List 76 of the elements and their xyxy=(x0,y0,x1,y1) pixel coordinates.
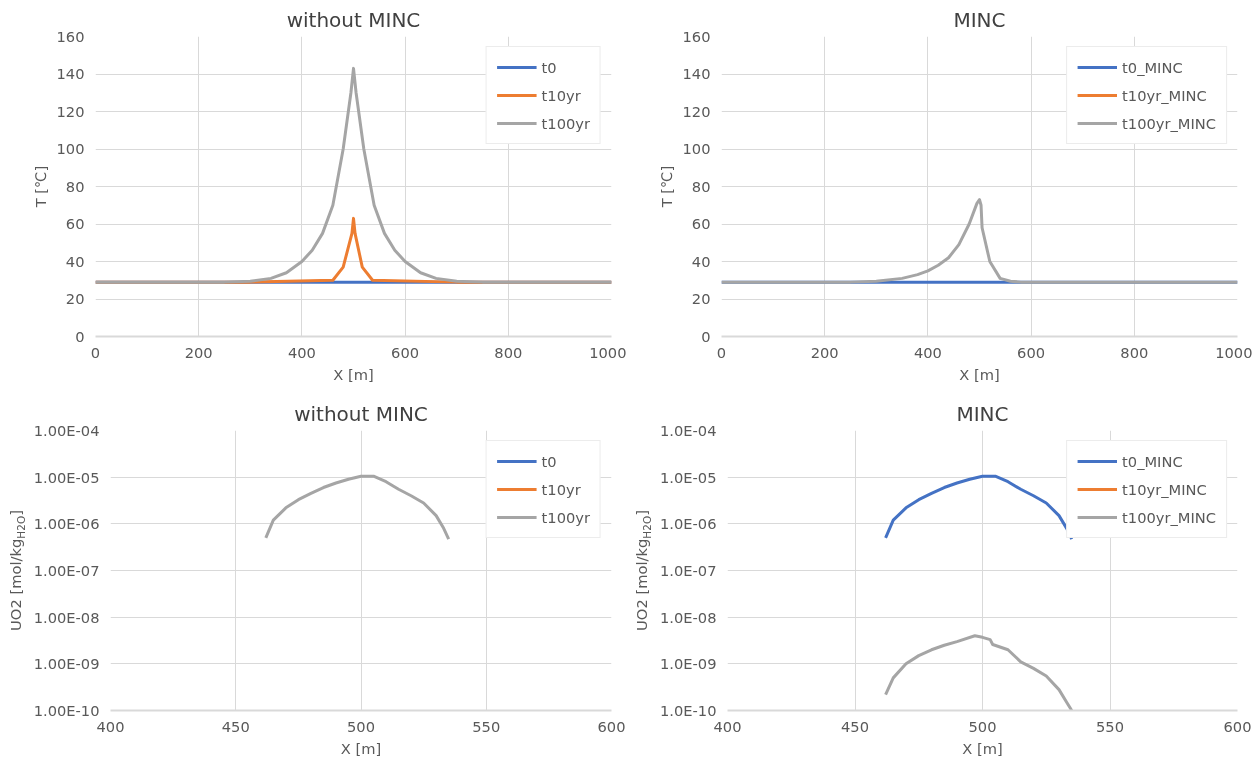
x-tick-label: 500 xyxy=(968,717,997,735)
y-tick-label: 1.0E-05 xyxy=(659,468,717,486)
legend-label: t0 xyxy=(541,452,558,470)
legend-label: t0_MINC xyxy=(1122,452,1183,470)
y-tick-label: 1.0E-10 xyxy=(659,702,717,719)
y-tick-label: 0 xyxy=(701,327,711,345)
x-tick-label: 400 xyxy=(96,717,125,735)
y-tick-label: 80 xyxy=(65,177,85,195)
legend-label: t10yr xyxy=(541,480,581,498)
legend-label: t100yr_MINC xyxy=(1122,114,1216,132)
y-tick-label: 1.00E-10 xyxy=(33,702,100,719)
legend-label: t0_MINC xyxy=(1122,58,1183,76)
y-tick-label: 1.00E-09 xyxy=(33,655,100,673)
y-tick-label: 120 xyxy=(682,102,711,120)
x-tick-label: 600 xyxy=(1017,343,1046,361)
x-tick-label: 550 xyxy=(472,717,501,735)
legend-label: t10yr xyxy=(541,86,581,104)
y-tick-label: 1.00E-07 xyxy=(33,562,100,579)
x-tick-label: 500 xyxy=(347,717,375,735)
x-tick-label: 800 xyxy=(494,343,523,361)
y-tick-label: 1.0E-07 xyxy=(659,562,717,579)
y-tick-label: 1.00E-04 xyxy=(33,422,100,439)
y-tick-label: 1.0E-08 xyxy=(659,608,717,626)
chart-title: without MINC xyxy=(294,401,428,426)
y-tick-label: 20 xyxy=(65,290,85,307)
y-axis-title: UO2 [mol/kgH2O] xyxy=(7,510,27,631)
y-axis-title: UO2 [mol/kgH2O] xyxy=(633,510,653,631)
y-tick-label: 40 xyxy=(65,252,85,270)
y-axis-title: T [℃] xyxy=(657,165,675,209)
x-axis-title: X [m] xyxy=(340,739,382,757)
x-tick-label: 1000 xyxy=(589,343,627,361)
legend-label: t10yr_MINC xyxy=(1122,480,1207,498)
x-tick-label: 400 xyxy=(287,343,316,361)
y-axis-title: T [℃] xyxy=(31,165,49,209)
y-tick-label: 1.00E-08 xyxy=(33,608,100,626)
legend-label: t100yr xyxy=(541,114,590,132)
x-axis-title: X [m] xyxy=(333,365,374,383)
chart-title: MINC xyxy=(953,7,1006,32)
y-tick-label: 1.0E-09 xyxy=(659,655,717,673)
x-axis-title: X [m] xyxy=(959,365,1000,383)
x-axis-title: X [m] xyxy=(962,739,1003,757)
legend-label: t10yr_MINC xyxy=(1122,86,1207,104)
y-tick-label: 100 xyxy=(56,140,85,157)
y-tick-label: 140 xyxy=(56,65,85,82)
y-tick-label: 1.0E-04 xyxy=(659,422,717,439)
y-tick-label: 160 xyxy=(56,27,85,45)
y-tick-label: 0 xyxy=(75,327,85,345)
legend-label: t100yr xyxy=(541,508,590,526)
x-tick-label: 400 xyxy=(713,717,742,735)
x-tick-label: 550 xyxy=(1096,717,1124,735)
chart-title: MINC xyxy=(956,401,1009,426)
x-tick-label: 450 xyxy=(841,717,869,735)
x-tick-label: 200 xyxy=(810,343,839,361)
y-tick-label: 120 xyxy=(56,102,85,120)
y-tick-label: 60 xyxy=(65,215,85,232)
legend-label: t100yr_MINC xyxy=(1122,508,1216,526)
x-tick-label: 400 xyxy=(913,343,942,361)
y-tick-label: 40 xyxy=(691,252,711,270)
x-tick-label: 800 xyxy=(1120,343,1149,361)
legend-label: t0 xyxy=(541,58,558,76)
x-tick-label: 1000 xyxy=(1215,343,1253,361)
chart-title: without MINC xyxy=(286,7,421,32)
y-tick-label: 140 xyxy=(682,65,711,82)
y-tick-label: 20 xyxy=(691,290,711,307)
x-tick-label: 450 xyxy=(221,717,250,735)
y-tick-label: 160 xyxy=(682,27,711,45)
x-tick-label: 600 xyxy=(1223,717,1252,735)
y-tick-label: 60 xyxy=(691,215,711,232)
y-tick-label: 80 xyxy=(691,177,711,195)
x-tick-label: 600 xyxy=(391,343,420,361)
y-tick-label: 100 xyxy=(682,140,711,157)
y-tick-label: 1.00E-05 xyxy=(33,468,100,486)
x-tick-label: 200 xyxy=(184,343,213,361)
y-tick-label: 1.00E-06 xyxy=(33,515,100,533)
x-tick-label: 600 xyxy=(597,717,626,735)
y-tick-label: 1.0E-06 xyxy=(659,515,717,533)
